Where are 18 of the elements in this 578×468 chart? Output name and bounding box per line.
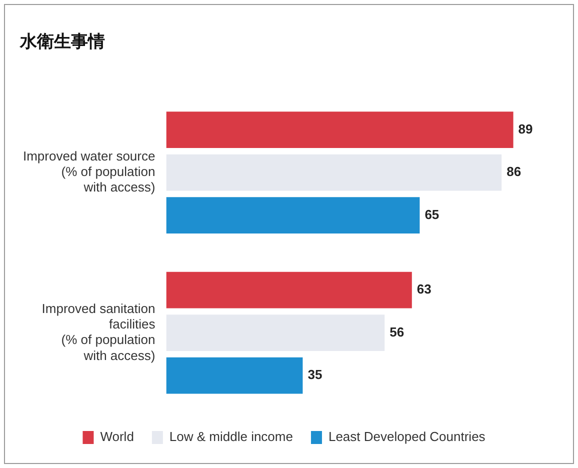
bar [166,112,514,148]
data-label: 89 [518,121,533,136]
data-label: 63 [416,282,432,297]
bar [166,314,385,352]
y-tick-label: Improved sanitation facilities (% of population with access) [42,301,156,363]
data-label: 86 [506,164,522,180]
bar [166,272,412,308]
data-label: 65 [424,206,440,222]
chart-title: 水衛生事情 [19,32,105,51]
bar [166,154,502,191]
legend-label: Least Developed Countries [328,429,486,444]
data-label: 56 [390,324,404,340]
legend-label: World [100,429,134,444]
y-tick-label: Improved water source (% of population with access) [22,148,156,195]
bar [166,357,303,394]
legend-label: Low & middle income [169,429,293,444]
bar [166,197,420,234]
data-label: 35 [308,367,322,382]
